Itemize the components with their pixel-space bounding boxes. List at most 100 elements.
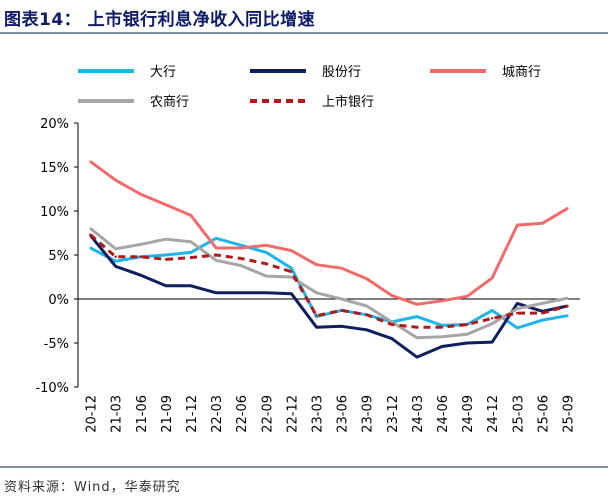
data-point bbox=[390, 294, 393, 297]
legend-label-3: 城商行 bbox=[502, 65, 541, 80]
x-tick-label: 25-09 bbox=[561, 395, 576, 433]
y-tick-label: 10% bbox=[40, 205, 69, 220]
data-point bbox=[541, 222, 544, 225]
y-tick-label: -5% bbox=[44, 337, 69, 352]
data-point bbox=[340, 297, 343, 301]
data-point bbox=[516, 326, 519, 330]
y-tick-label: -10% bbox=[35, 381, 69, 396]
data-point bbox=[189, 256, 193, 259]
x-tick-label: 21-06 bbox=[135, 395, 150, 433]
x-tick-label: 25-06 bbox=[536, 395, 551, 433]
x-tick-label: 22-12 bbox=[285, 395, 300, 433]
data-point bbox=[440, 335, 444, 339]
y-tick-label: 20% bbox=[40, 117, 69, 132]
plot-area bbox=[78, 160, 580, 359]
data-point bbox=[440, 299, 444, 302]
data-point bbox=[516, 311, 519, 315]
data-point bbox=[189, 240, 193, 243]
x-tick-label: 23-06 bbox=[336, 395, 351, 433]
data-point bbox=[214, 259, 218, 262]
series-line-2 bbox=[89, 234, 568, 359]
x-tick-label: 20-12 bbox=[85, 395, 100, 433]
data-point bbox=[239, 291, 243, 295]
data-point bbox=[365, 313, 368, 317]
data-point bbox=[490, 276, 494, 280]
x-tick-label: 24-03 bbox=[411, 395, 426, 433]
title-bar: 图表14： 上市银行利息净收入同比增速 bbox=[0, 0, 608, 34]
data-point bbox=[290, 270, 293, 273]
x-tick-label: 23-12 bbox=[386, 395, 401, 433]
series-line-3 bbox=[89, 160, 569, 306]
data-point bbox=[214, 291, 218, 295]
data-point bbox=[340, 267, 343, 270]
source-bar: 资料来源：Wind，华泰研究 bbox=[0, 466, 608, 500]
data-point bbox=[139, 193, 142, 196]
data-point bbox=[189, 284, 193, 287]
data-point bbox=[164, 237, 168, 241]
data-point bbox=[490, 322, 494, 325]
data-point bbox=[415, 315, 419, 318]
data-point bbox=[189, 214, 193, 217]
data-point bbox=[340, 325, 343, 328]
x-tick-label: 25-03 bbox=[511, 395, 526, 433]
data-point bbox=[189, 251, 193, 254]
data-point bbox=[365, 304, 368, 308]
data-point bbox=[114, 259, 117, 263]
data-point bbox=[465, 295, 469, 298]
data-point bbox=[465, 341, 469, 345]
data-point bbox=[566, 296, 569, 300]
data-point bbox=[89, 233, 92, 236]
x-tick-label: 21-09 bbox=[160, 395, 175, 433]
legend-label-4: 农商行 bbox=[150, 95, 189, 110]
data-point bbox=[566, 314, 569, 317]
data-point bbox=[265, 262, 268, 265]
data-point bbox=[415, 303, 419, 306]
data-point bbox=[440, 345, 444, 348]
data-point bbox=[164, 253, 168, 257]
data-point bbox=[315, 291, 318, 295]
x-tick-label: 24-12 bbox=[486, 395, 501, 433]
data-point bbox=[365, 277, 368, 280]
data-point bbox=[315, 325, 318, 329]
data-point bbox=[566, 304, 569, 308]
data-point bbox=[114, 265, 117, 268]
data-point bbox=[214, 253, 218, 257]
data-point bbox=[239, 257, 243, 260]
data-point bbox=[239, 246, 243, 250]
data-point bbox=[164, 258, 168, 261]
y-tick-label: 0% bbox=[48, 293, 69, 308]
data-point bbox=[164, 203, 168, 207]
data-point bbox=[315, 263, 318, 266]
legend-label-2: 股份行 bbox=[322, 65, 361, 80]
series-line-4 bbox=[89, 227, 568, 340]
data-point bbox=[214, 237, 218, 240]
data-point bbox=[265, 291, 268, 295]
x-tick-label: 23-09 bbox=[361, 395, 376, 433]
data-point bbox=[541, 302, 544, 305]
series-line-1 bbox=[89, 236, 568, 330]
data-point bbox=[114, 247, 117, 251]
data-point bbox=[290, 292, 293, 295]
data-point bbox=[265, 244, 268, 247]
data-point bbox=[89, 227, 92, 230]
y-axis: -10% -5% 0% 5% 10% 15% 20% bbox=[35, 117, 79, 396]
data-point bbox=[516, 223, 519, 227]
data-point bbox=[516, 307, 519, 310]
data-point bbox=[114, 179, 117, 182]
x-tick-label: 22-09 bbox=[260, 395, 275, 433]
data-point bbox=[541, 318, 544, 322]
data-point bbox=[541, 311, 544, 315]
chart-title: 图表14： 上市银行利息净收入同比增速 bbox=[4, 10, 316, 30]
data-point bbox=[390, 323, 393, 326]
data-point bbox=[239, 264, 243, 267]
data-point bbox=[265, 251, 268, 254]
x-tick-label: 23-03 bbox=[310, 395, 325, 433]
x-tick-label: 22-03 bbox=[210, 395, 225, 433]
data-point bbox=[440, 325, 444, 329]
data-point bbox=[89, 160, 92, 163]
data-point bbox=[239, 244, 243, 247]
data-point bbox=[365, 328, 368, 331]
data-point bbox=[566, 207, 569, 210]
legend-label-5: 上市银行 bbox=[322, 94, 374, 110]
